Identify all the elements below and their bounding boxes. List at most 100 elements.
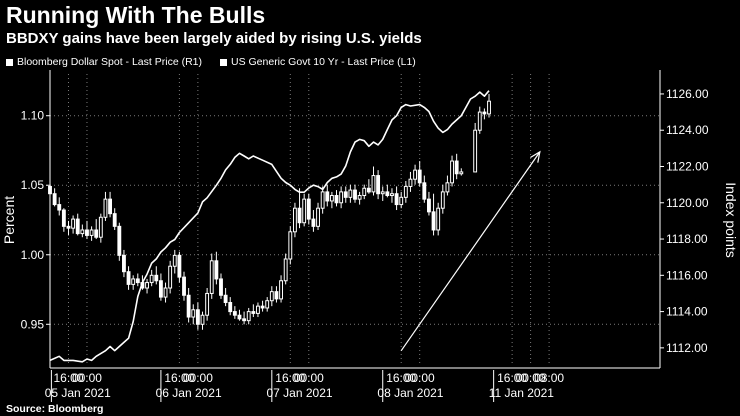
candle-body	[242, 318, 247, 322]
right-tick-label: 1126.00	[666, 87, 709, 101]
x-tick-label: 16:00	[497, 371, 527, 385]
candle-body	[399, 196, 404, 206]
candle-body	[343, 191, 348, 198]
left-tick-label: 0.95	[21, 317, 45, 331]
candle-body	[302, 198, 307, 224]
candle-body	[237, 314, 242, 320]
x-tick-label: 00:00	[72, 371, 102, 385]
candle-body	[436, 207, 441, 231]
candle-body	[228, 302, 233, 313]
candle-body	[440, 191, 445, 209]
candle-body	[288, 231, 293, 260]
candle-body	[177, 254, 182, 278]
candle-body	[269, 291, 274, 302]
right-tick-label: 1118.00	[666, 232, 708, 246]
candle-body	[145, 282, 149, 289]
candle-body	[316, 207, 320, 227]
candle-body	[186, 294, 191, 318]
candle-body	[366, 187, 371, 193]
candle-body	[311, 218, 316, 227]
candle-body	[477, 111, 482, 131]
candle-body	[362, 187, 367, 197]
chart-title: Running With The Bulls	[6, 2, 266, 28]
candle-body	[246, 311, 251, 322]
candle-body	[385, 191, 390, 197]
candle-body	[163, 287, 168, 298]
candle-body	[348, 189, 353, 198]
candle-body	[427, 198, 431, 213]
candle-body	[445, 182, 450, 193]
candle-body	[85, 229, 89, 236]
candle-body	[80, 229, 85, 235]
candle-body	[61, 209, 66, 227]
x-tick-label: 00:00	[183, 371, 213, 385]
candle-body	[459, 171, 464, 175]
candle-body	[154, 274, 159, 282]
us-10yr-yield-line	[49, 90, 490, 363]
x-tick-label: 16:00	[275, 371, 305, 385]
candle-body	[482, 111, 487, 115]
candle-body	[292, 207, 297, 233]
candle-body	[408, 178, 413, 187]
x-day-label: 08 Jan 2021	[377, 386, 443, 400]
left-tick-label: 1.05	[21, 178, 45, 192]
trend-arrow-head-icon	[530, 150, 541, 163]
candle-body	[205, 292, 210, 316]
x-tick-label: 16:00	[164, 371, 194, 385]
candle-body	[487, 100, 491, 115]
legend-item-us-10yr: US Generic Govt 10 Yr - Last Price (L1)	[220, 56, 416, 68]
candle-body	[334, 195, 339, 204]
candle-body	[117, 225, 122, 256]
candle-body	[260, 305, 265, 309]
x-day-label: 07 Jan 2021	[267, 386, 333, 400]
left-tick-label: 1.00	[21, 248, 45, 262]
candle-body	[89, 229, 94, 236]
candle-body	[48, 185, 52, 195]
candle-body	[417, 169, 422, 184]
right-tick-label: 1116.00	[666, 268, 708, 282]
candle-body	[454, 160, 459, 175]
candle-body	[265, 300, 270, 309]
candle-body	[403, 185, 408, 198]
x-tick-label: 08:00	[534, 371, 564, 385]
candle-body	[108, 198, 113, 215]
candle-body	[52, 193, 57, 206]
candle-body	[98, 216, 103, 238]
candle-body	[256, 305, 260, 314]
chart-legend: Bloomberg Dollar Spot - Last Price (R1) …	[6, 56, 416, 68]
candle-body	[413, 169, 418, 180]
candle-body	[232, 311, 237, 316]
candle-body	[158, 280, 163, 298]
right-tick-label: 1120.00	[666, 196, 709, 210]
x-day-label: 06 Jan 2021	[156, 386, 222, 400]
candle-body	[66, 225, 71, 229]
source-note: Source: Bloomberg	[6, 403, 104, 415]
x-day-label: 05 Jan 2021	[45, 386, 111, 400]
candle-body	[279, 280, 283, 300]
x-day-label: 11 Jan 2021	[489, 386, 554, 400]
x-tick-label: 00:00	[516, 371, 546, 385]
candle-body	[380, 191, 385, 195]
candle-body	[371, 175, 376, 193]
right-tick-label: 1122.00	[666, 159, 709, 173]
legend-swatch-icon	[6, 58, 13, 66]
candle-body	[283, 258, 288, 282]
left-axis-title: Percent	[1, 196, 17, 244]
candle-body	[122, 254, 126, 273]
candle-body	[223, 294, 228, 304]
candle-body	[390, 193, 394, 197]
candle-body	[135, 278, 140, 284]
candle-body	[325, 191, 330, 202]
candle-body	[376, 175, 381, 195]
x-tick-label: 16:00	[386, 371, 416, 385]
legend-label-us-10yr: US Generic Govt 10 Yr - Last Price (L1)	[231, 56, 416, 68]
candle-body	[214, 260, 219, 280]
candle-body	[200, 314, 205, 325]
candle-body	[75, 218, 80, 235]
candle-body	[71, 218, 76, 229]
candle-body	[168, 265, 173, 289]
candle-body	[112, 213, 117, 227]
candle-body	[450, 160, 454, 184]
right-tick-label: 1114.00	[666, 305, 708, 319]
